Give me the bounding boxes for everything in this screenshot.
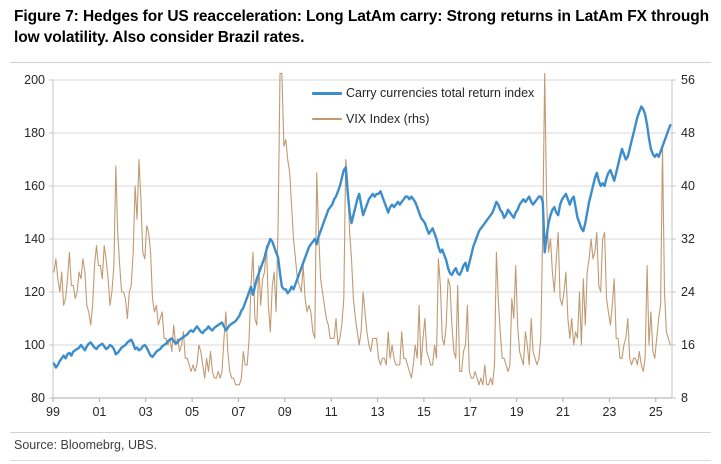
left-axis-label: 200 (24, 73, 45, 87)
vix-series-line (53, 72, 671, 386)
x-axis-label: 99 (46, 405, 60, 419)
legend-item-carry: Carry currencies total return index (312, 86, 534, 100)
right-axis-label: 48 (681, 126, 695, 140)
x-axis-label: 25 (649, 405, 663, 419)
x-axis-label: 15 (417, 405, 431, 419)
x-axis-label: 17 (463, 405, 477, 419)
chart-legend: Carry currencies total return index VIX … (312, 86, 534, 138)
left-axis-label: 160 (24, 179, 45, 193)
x-axis-label: 11 (325, 405, 338, 419)
right-axis-label: 8 (681, 391, 688, 405)
x-axis-label: 03 (139, 405, 153, 419)
x-axis-label: 13 (371, 405, 385, 419)
right-axis-label: 32 (681, 232, 695, 246)
carry-vix-chart: 80 8 100 16 120 24 140 32 160 40 180 48 200 56 99 01 03 0… (24, 72, 695, 419)
x-axis-label: 23 (602, 405, 616, 419)
left-axis-label: 100 (24, 338, 45, 352)
title-divider (10, 62, 711, 63)
vix-line-swatch (312, 118, 342, 120)
x-axis-label: 01 (92, 405, 106, 419)
x-axis-label: 07 (232, 405, 246, 419)
figure-title: Figure 7: Hedges for US reacceleration: … (14, 8, 709, 46)
carry-line-swatch (312, 91, 342, 95)
legend-label-carry: Carry currencies total return index (346, 86, 535, 100)
left-axis-label: 180 (24, 126, 45, 140)
right-axis-label: 24 (681, 285, 695, 299)
x-axis-label: 05 (185, 405, 199, 419)
source-divider (10, 432, 711, 433)
right-axis-label: 16 (681, 338, 695, 352)
chart-area: 80 8 100 16 120 24 140 32 160 40 180 48 200 56 99 01 03 0… (0, 64, 721, 432)
x-axis-label: 09 (278, 405, 292, 419)
x-axis-label: 21 (556, 405, 570, 419)
left-axis-label: 140 (24, 232, 45, 246)
bottom-divider (10, 460, 711, 461)
right-axis-label: 40 (681, 179, 695, 193)
carry-series-line (52, 105, 672, 369)
legend-item-vix: VIX Index (rhs) (312, 112, 534, 126)
source-text: Source: Bloomebrg, UBS. (14, 438, 158, 452)
right-axis-label: 56 (681, 73, 695, 87)
left-axis-label: 80 (31, 391, 45, 405)
x-axis-label: 19 (510, 405, 524, 419)
left-axis-label: 120 (24, 285, 45, 299)
legend-label-vix: VIX Index (rhs) (346, 112, 430, 126)
